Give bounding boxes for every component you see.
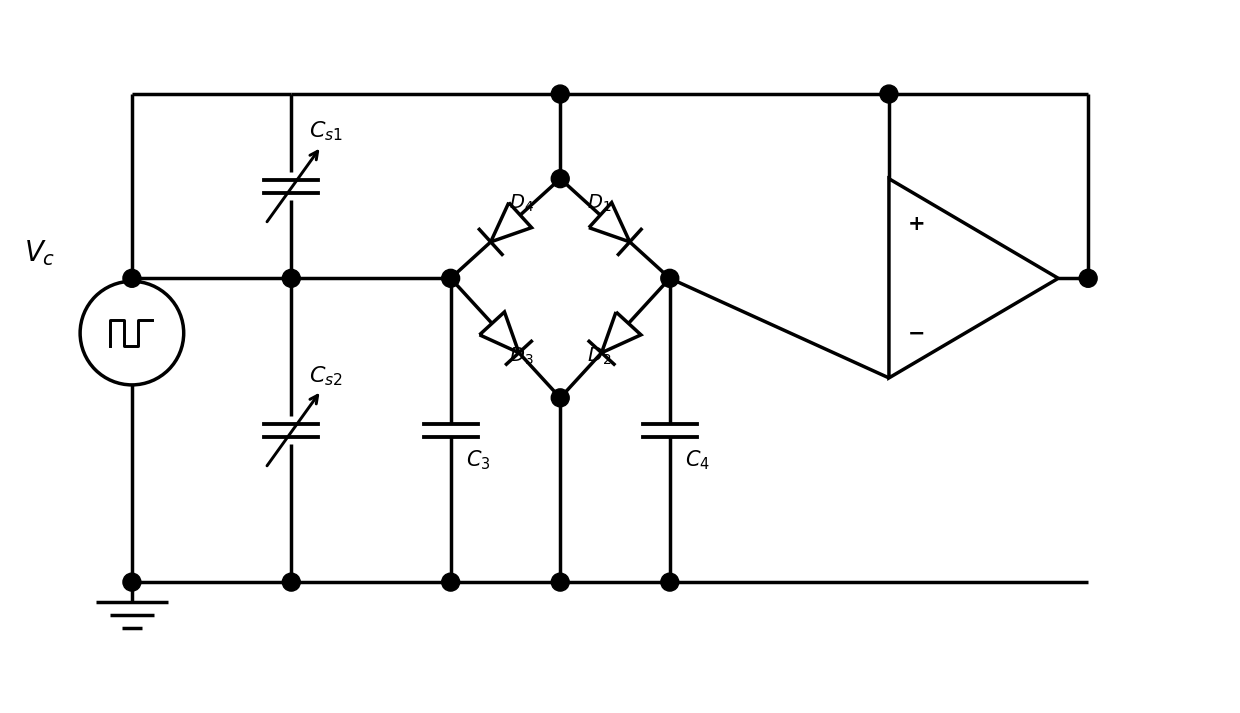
Circle shape	[880, 85, 898, 103]
Circle shape	[283, 270, 300, 287]
Circle shape	[661, 573, 678, 591]
Circle shape	[283, 573, 300, 591]
Circle shape	[552, 389, 569, 407]
Text: +: +	[908, 213, 925, 234]
Circle shape	[123, 270, 141, 287]
Circle shape	[441, 573, 460, 591]
Circle shape	[661, 270, 678, 287]
Circle shape	[552, 85, 569, 103]
Text: $D_3$: $D_3$	[510, 346, 534, 367]
Text: $C_{s2}$: $C_{s2}$	[309, 365, 343, 389]
Circle shape	[1079, 270, 1097, 287]
Circle shape	[123, 573, 141, 591]
Circle shape	[441, 270, 460, 287]
Text: $D_1$: $D_1$	[587, 193, 611, 214]
Text: −: −	[908, 323, 925, 343]
Text: $C_3$: $C_3$	[465, 448, 490, 472]
Circle shape	[552, 573, 569, 591]
Text: $D_4$: $D_4$	[510, 193, 534, 214]
Text: $C_4$: $C_4$	[684, 448, 709, 472]
Text: $D_2$: $D_2$	[587, 346, 611, 367]
Text: $C_{s1}$: $C_{s1}$	[309, 119, 343, 143]
Text: $V_c$: $V_c$	[25, 239, 56, 268]
Circle shape	[552, 170, 569, 188]
